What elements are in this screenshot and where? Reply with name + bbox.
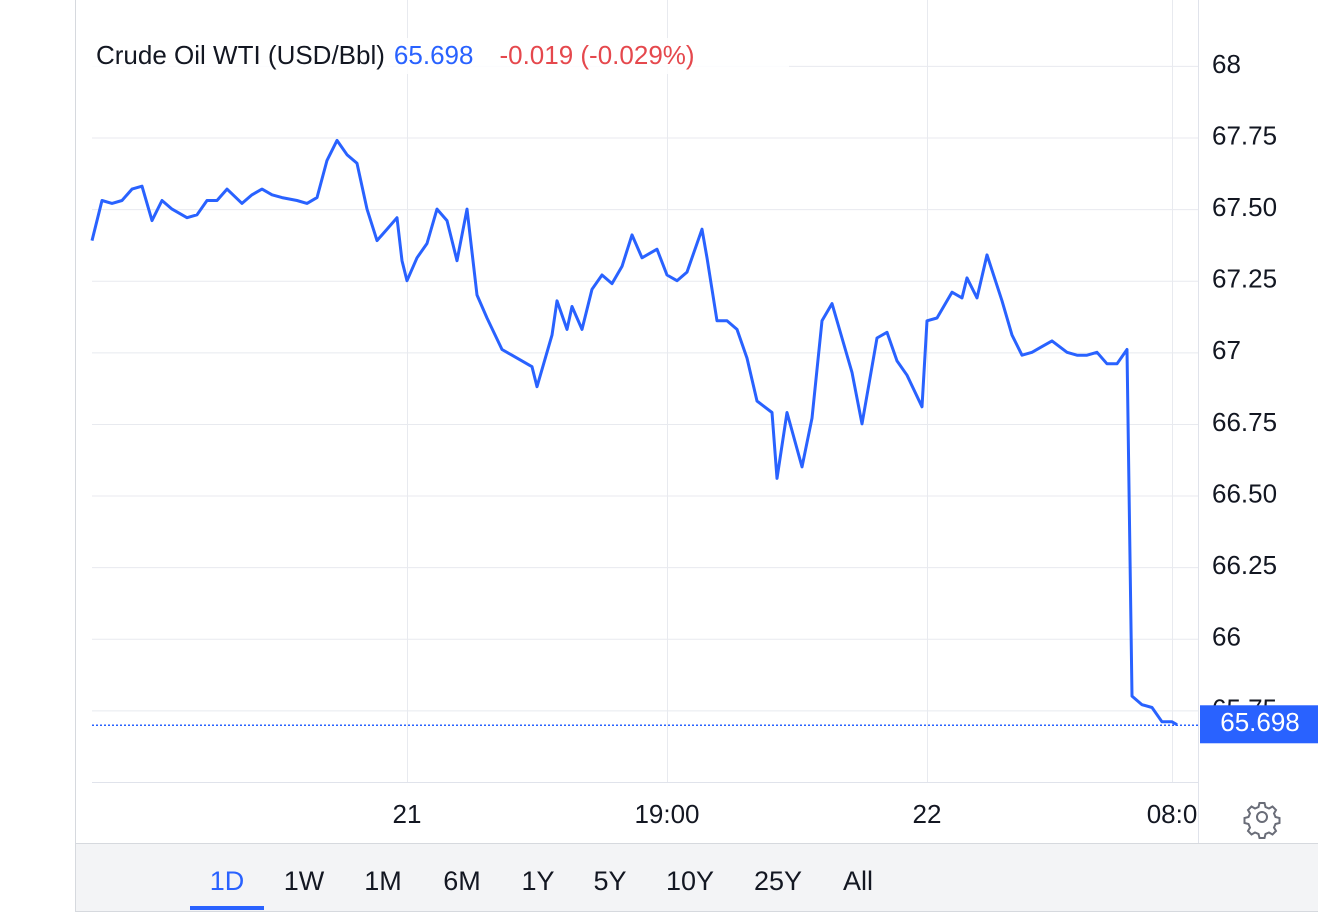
chart-title: Crude Oil WTI (USD/Bbl): [96, 40, 385, 70]
range-label: 5Y: [593, 866, 626, 896]
range-button[interactable]: 10Y: [666, 866, 714, 896]
range-button[interactable]: 6M: [443, 866, 481, 896]
y-tick-label: 66.25: [1212, 550, 1277, 580]
settings-icon[interactable]: [1243, 802, 1281, 839]
price-change: -0.019 (-0.029%): [499, 40, 694, 70]
gear-hub: [1256, 811, 1268, 823]
price-line: [90, 138, 1178, 726]
range-button[interactable]: 5Y: [593, 866, 626, 896]
plot: 6867.7567.5067.256766.7566.5066.256665.7…: [90, 0, 1318, 829]
range-label: 25Y: [754, 866, 802, 896]
y-tick-label: 68: [1212, 49, 1241, 79]
range-button[interactable]: 1W: [284, 866, 325, 896]
price-label: 65.698: [1220, 707, 1300, 737]
x-tick-label: 21: [393, 799, 422, 829]
range-label: 1D: [210, 866, 245, 896]
gear-outline: [1243, 802, 1281, 839]
range-button[interactable]: 25Y: [754, 866, 802, 896]
range-label: 1W: [284, 866, 325, 896]
y-tick-label: 67.75: [1212, 120, 1277, 150]
header: Crude Oil WTI (USD/Bbl) 65.698 -0.019 (-0.…: [96, 40, 695, 70]
x-tick-label: 19:00: [634, 799, 699, 829]
y-tick-label: 66.75: [1212, 407, 1277, 437]
range-label: 10Y: [666, 866, 714, 896]
header-background: [92, 38, 789, 74]
y-tick-label: 66: [1212, 622, 1241, 652]
last-price: 65.698: [394, 40, 474, 70]
y-tick-label: 67.50: [1212, 192, 1277, 222]
y-tick-label: 66.50: [1212, 478, 1277, 508]
x-tick-label: 08:0: [1147, 799, 1198, 829]
x-tick-label: 22: [913, 799, 942, 829]
range-label: All: [843, 866, 873, 896]
range-button[interactable]: 1Y: [521, 866, 554, 896]
range-label: 1M: [364, 866, 402, 896]
range-button[interactable]: All: [843, 866, 873, 896]
price-label-box: [1200, 705, 1318, 744]
range-bar: [76, 843, 1318, 912]
range-button[interactable]: 1D: [190, 866, 264, 910]
active-underline: [190, 906, 264, 910]
range-label: 6M: [443, 866, 481, 896]
y-tick-label: 67.25: [1212, 264, 1277, 294]
y-tick-label: 67: [1212, 335, 1241, 365]
range-label: 1Y: [521, 866, 554, 896]
range-button[interactable]: 1M: [364, 866, 402, 896]
